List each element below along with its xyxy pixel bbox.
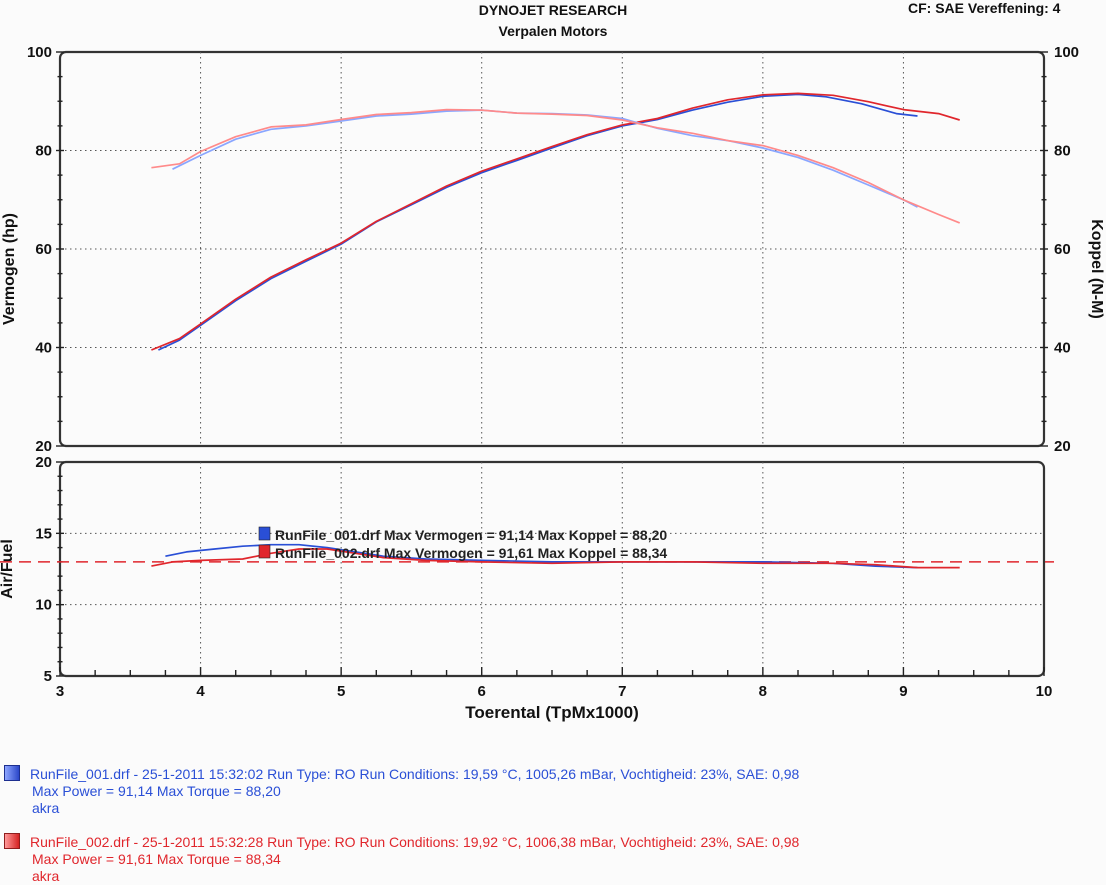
x-tick-label: 8 xyxy=(759,683,767,700)
annotation-run-2-swatch xyxy=(258,544,271,559)
x-tick-label: 3 xyxy=(56,683,64,700)
power-torque-y-tick-label: 60 xyxy=(35,241,52,258)
run-2-swatch-icon xyxy=(4,833,20,849)
air-fuel-y-tick-label: 15 xyxy=(35,525,52,542)
right-y-tick-label: 20 xyxy=(1054,438,1071,455)
right-y-tick-label: 60 xyxy=(1054,241,1071,258)
legend-run-2-details: RunFile_002.drf - 25-1-2011 15:32:28 Run… xyxy=(30,834,800,850)
series-power-run-1 xyxy=(158,93,918,351)
power-torque-y-tick-label: 100 xyxy=(27,44,52,61)
legend-run-2: RunFile_002.drf - 25-1-2011 15:32:28 Run… xyxy=(4,833,1064,885)
air-fuel-frame xyxy=(58,460,1046,678)
series-torque-run-2 xyxy=(151,108,961,224)
annotation-run-1-swatch xyxy=(258,526,271,541)
y-axis-title-torque: Koppel (N-M) xyxy=(1088,219,1105,319)
x-tick-label: 10 xyxy=(1036,683,1053,700)
right-y-tick-label: 100 xyxy=(1054,44,1079,61)
chart-title: DYNOJET RESEARCH xyxy=(478,2,628,18)
legend-run-1-note: akra xyxy=(32,800,60,816)
chart-subtitle: Verpalen Motors xyxy=(498,23,608,39)
power-torque-y-tick-label: 20 xyxy=(35,438,52,455)
series-airfuel-run-1 xyxy=(165,543,918,569)
legend-run-1: RunFile_001.drf - 25-1-2011 15:32:02 Run… xyxy=(4,765,1064,817)
legend-run-1-details: RunFile_001.drf - 25-1-2011 15:32:02 Run… xyxy=(30,766,800,782)
power-torque-y-tick-label: 40 xyxy=(35,340,52,357)
x-tick-label: 4 xyxy=(196,683,205,700)
x-tick-label: 9 xyxy=(899,683,907,700)
annotation-run-1: RunFile_001.drf Max Vermogen = 91,14 Max… xyxy=(275,527,667,543)
x-tick-label: 6 xyxy=(478,683,486,700)
air-fuel-y-tick-label: 5 xyxy=(44,668,52,685)
air-fuel-y-tick-label: 10 xyxy=(35,597,52,614)
annotation-run-2: RunFile_002.drf Max Vermogen = 91,61 Max… xyxy=(275,545,667,561)
series-airfuel-run-2 xyxy=(151,548,960,569)
series-power-run-2 xyxy=(151,92,960,351)
legend-run-2-note: akra xyxy=(32,868,60,884)
legend-run-1-max: Max Power = 91,14 Max Torque = 88,20 xyxy=(32,783,281,799)
y-axis-title-airfuel: Air/Fuel xyxy=(0,539,16,599)
air-fuel-y-tick-label: 20 xyxy=(35,454,52,471)
correction-factor-label: CF: SAE Vereffening: 4 xyxy=(908,0,1061,16)
x-tick-label: 5 xyxy=(337,683,345,700)
power-torque-y-tick-label: 80 xyxy=(35,143,52,160)
right-y-tick-label: 40 xyxy=(1054,340,1071,357)
right-y-tick-label: 80 xyxy=(1054,143,1071,160)
y-axis-title-power: Vermogen (hp) xyxy=(1,213,18,325)
legend-run-2-max: Max Power = 91,61 Max Torque = 88,34 xyxy=(32,851,281,867)
run-1-swatch-icon xyxy=(4,765,20,781)
x-axis-title: Toerental (TpMx1000) xyxy=(465,703,639,722)
x-tick-label: 7 xyxy=(618,683,626,700)
